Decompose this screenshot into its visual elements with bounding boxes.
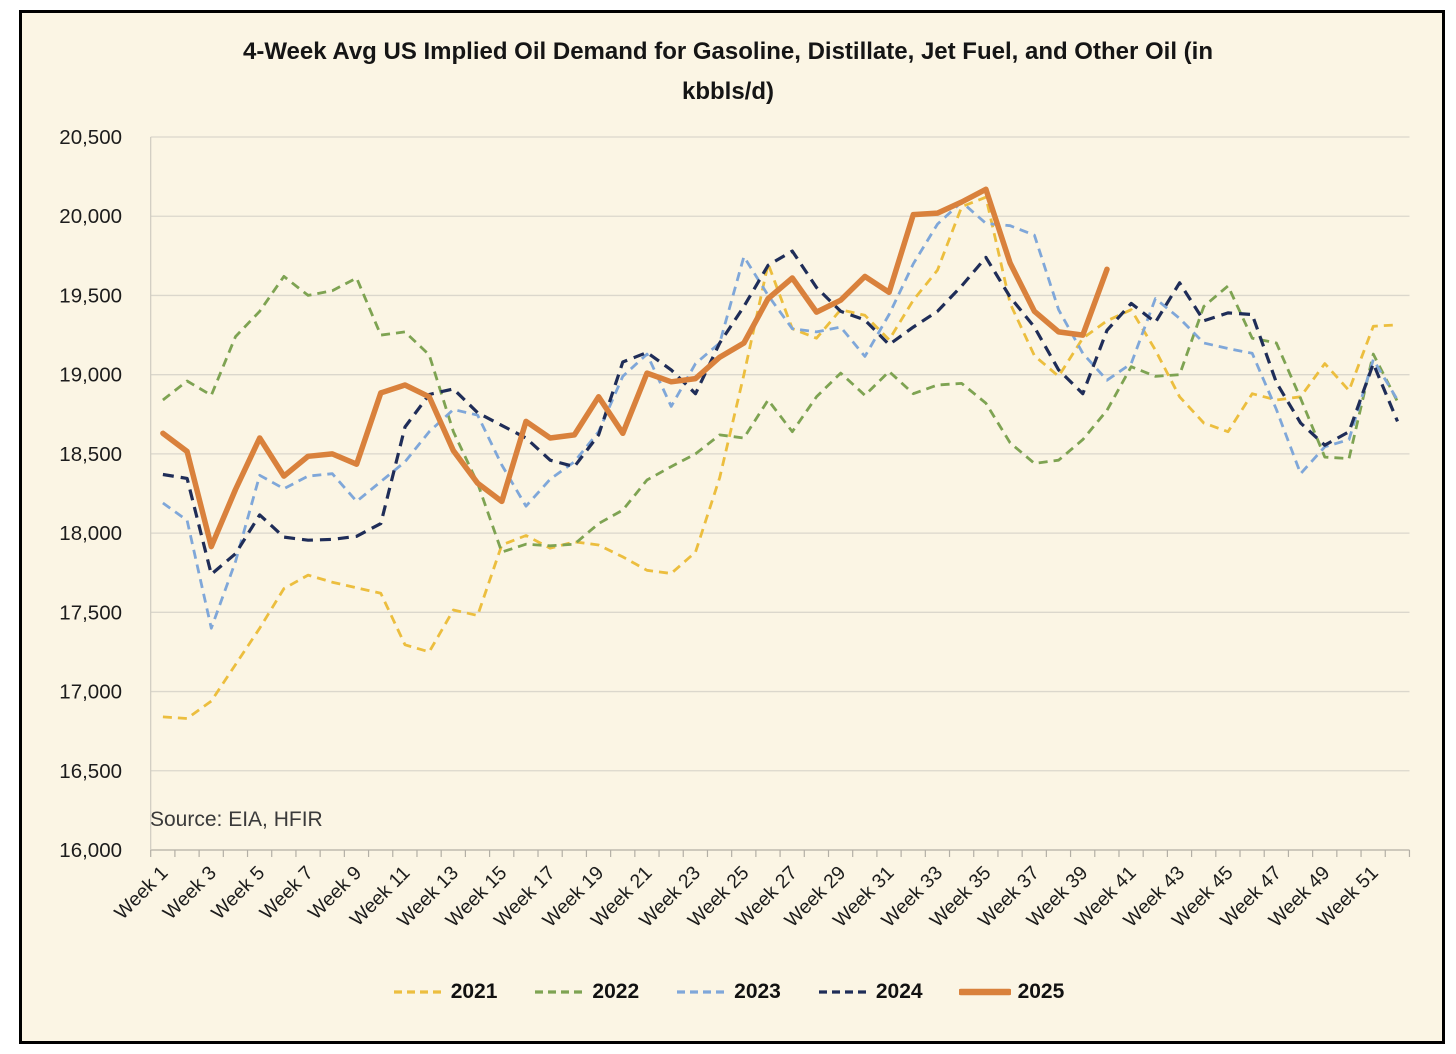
x-axis-label-week-5: Week 5: [207, 862, 269, 924]
y-axis-label-16500: 16,500: [59, 760, 122, 783]
chart-frame: [19, 10, 1445, 1044]
legend-item-2025: 2025: [958, 980, 1065, 1004]
y-axis-label-16000: 16,000: [59, 839, 122, 862]
y-axis-label-20500: 20,500: [59, 126, 122, 149]
legend-item-2023: 2023: [675, 980, 781, 1004]
legend-label-2022: 2022: [592, 980, 640, 1003]
legend-swatch-2023: [677, 990, 726, 994]
chart-title: 4-Week Avg US Implied Oil Demand for Gas…: [128, 32, 1328, 112]
y-axis-label-19500: 19,500: [59, 284, 122, 307]
legend-label-2023: 2023: [734, 980, 781, 1003]
legend-swatch-2025: [958, 988, 1011, 996]
series-line-2024: [162, 249, 1399, 576]
legend-swatch-2024: [818, 990, 867, 994]
legend-item-2024: 2024: [817, 980, 923, 1004]
legend-item-2021: 2021: [392, 980, 498, 1004]
legend-label-2025: 2025: [1017, 980, 1065, 1003]
chart-legend: 2021 2022 2023 2024 2025: [0, 980, 1456, 1004]
legend-label-2024: 2024: [875, 980, 923, 1003]
legend-swatch-2022: [535, 990, 584, 994]
y-axis-label-18500: 18,500: [59, 443, 122, 466]
series-line-2022: [162, 274, 1399, 554]
x-axis-label-week-3: Week 3: [159, 862, 221, 924]
series-line-2021: [162, 195, 1398, 720]
source-note: Source: EIA, HFIR: [150, 808, 323, 831]
y-axis-label-18000: 18,000: [59, 522, 122, 545]
y-axis-label-20000: 20,000: [59, 205, 122, 228]
legend-label-2021: 2021: [450, 980, 498, 1003]
chart-title-line1: 4-Week Avg US Implied Oil Demand for Gas…: [243, 38, 1213, 65]
series-line-2025: [160, 186, 1110, 550]
series-line-2023: [162, 200, 1399, 630]
y-axis-label-17500: 17,500: [59, 601, 122, 624]
y-axis-label-17000: 17,000: [59, 681, 122, 704]
legend-item-2022: 2022: [533, 980, 639, 1004]
chart-title-line2: kbbls/d): [681, 78, 774, 105]
x-axis-label-week-7: Week 7: [256, 862, 318, 924]
legend-swatch-2021: [393, 990, 442, 994]
y-axis-label-19000: 19,000: [59, 364, 122, 387]
x-axis-label-week-1: Week 1: [110, 862, 172, 924]
